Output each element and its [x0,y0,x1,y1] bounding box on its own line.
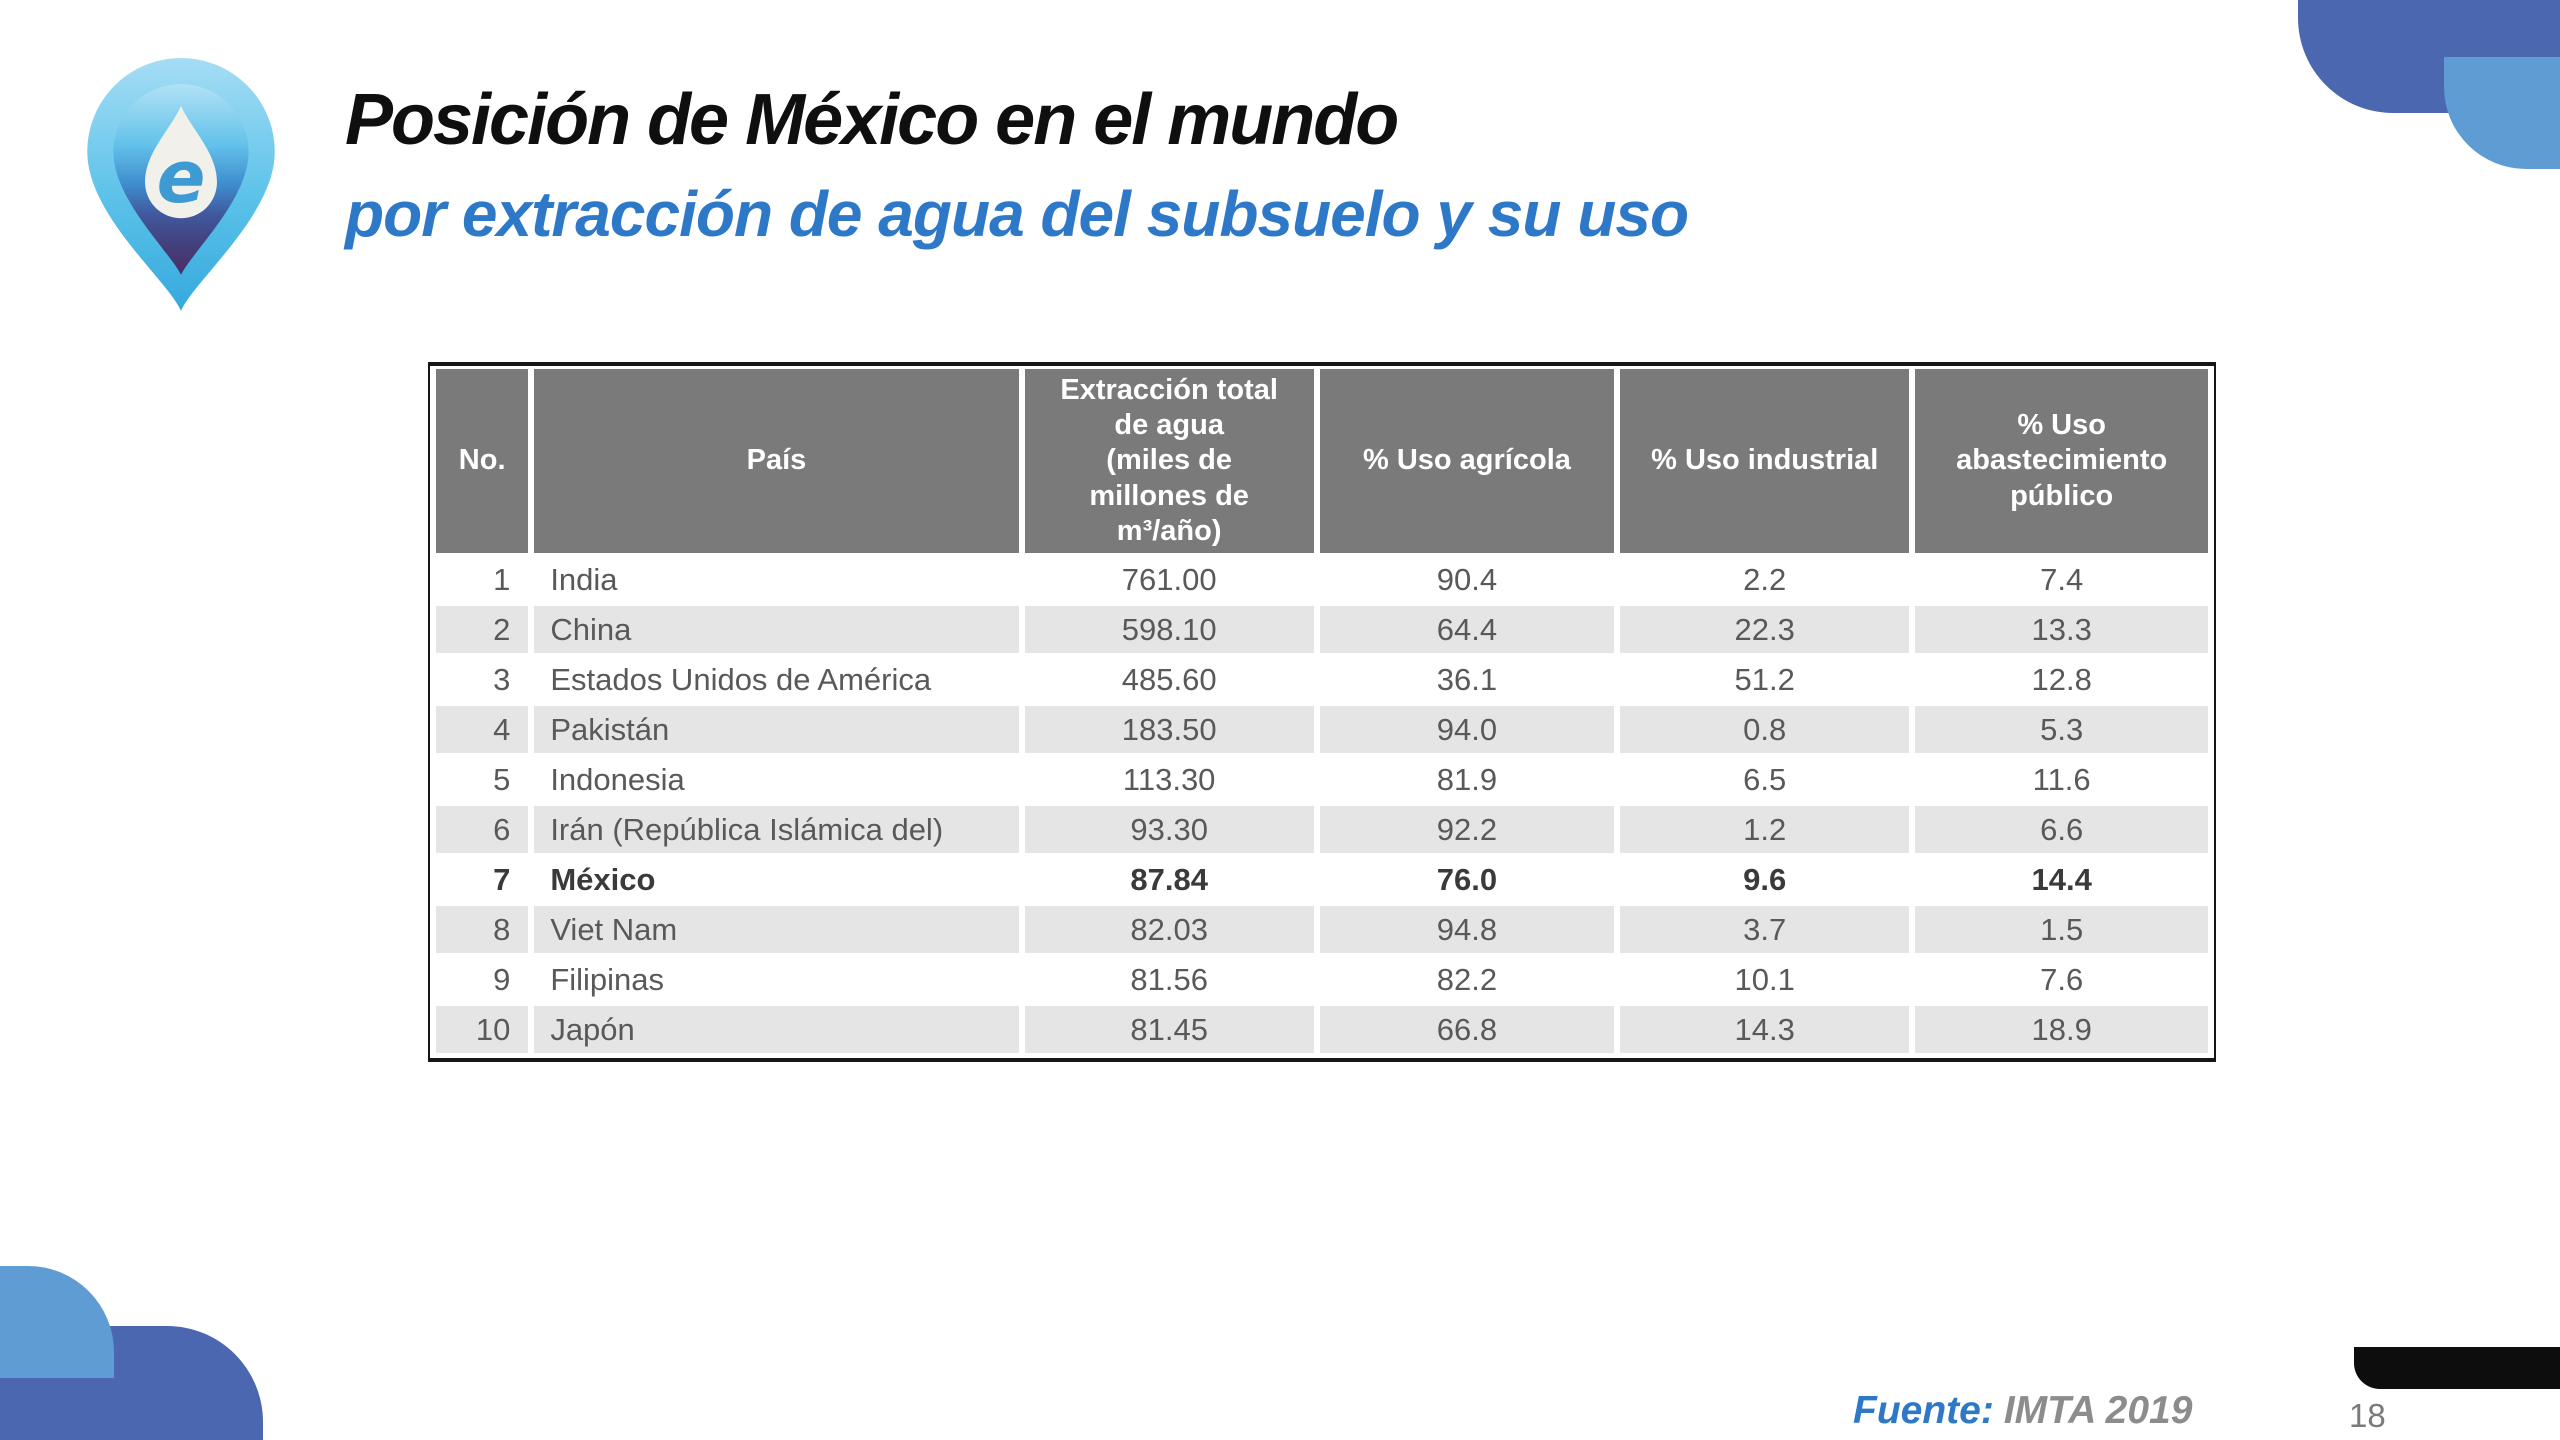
cell-pais: México [534,856,1019,903]
table-row: 8 Viet Nam 82.03 94.8 3.7 1.5 [436,906,2208,953]
cell-pais: India [534,556,1019,603]
table-row: 1 India 761.00 90.4 2.2 7.4 [436,556,2208,603]
cell-extraccion: 598.10 [1024,606,1314,653]
cell-publico: 1.5 [1915,906,2208,953]
cell-agricola: 64.4 [1319,606,1615,653]
table-row: 6 Irán (República Islámica del) 93.30 92.2 1… [436,806,2208,853]
cell-publico: 6.6 [1915,806,2208,853]
cell-no: 9 [436,956,529,1003]
cell-no: 1 [436,556,529,603]
column-header-pais: País [534,369,1019,553]
cell-industrial: 9.6 [1620,856,1910,903]
cell-industrial: 10.1 [1620,956,1910,1003]
cell-extraccion: 93.30 [1024,806,1314,853]
cell-no: 7 [436,856,529,903]
table-row: 4 Pakistán 183.50 94.0 0.8 5.3 [436,706,2208,753]
cell-pais: Indonesia [534,756,1019,803]
cell-agricola: 90.4 [1319,556,1615,603]
cell-no: 8 [436,906,529,953]
cell-industrial: 22.3 [1620,606,1910,653]
logo-letter: e [157,135,206,219]
cell-agricola: 36.1 [1319,656,1615,703]
groundwater-extraction-table: No. País Extracción total de agua (miles… [430,366,2214,1056]
source-note: Fuente: IMTA 2019 [1853,1389,2192,1433]
column-header-no: No. [436,369,529,553]
cell-industrial: 0.8 [1620,706,1910,753]
footer-accent-bar [2354,1347,2560,1389]
cell-extraccion: 113.30 [1024,756,1314,803]
cell-extraccion: 183.50 [1024,706,1314,753]
cell-industrial: 3.7 [1620,906,1910,953]
slide-title: Posición de México en el mundo [345,80,1399,160]
cell-publico: 12.8 [1915,656,2208,703]
cell-extraccion: 82.03 [1024,906,1314,953]
cell-extraccion: 81.56 [1024,956,1314,1003]
cell-pais: China [534,606,1019,653]
cell-no: 4 [436,706,529,753]
cell-industrial: 51.2 [1620,656,1910,703]
column-header-agricola: % Uso agrícola [1319,369,1615,553]
cell-publico: 7.6 [1915,956,2208,1003]
water-drop-pin-logo: e [72,50,290,320]
column-header-extraccion: Extracción total de agua (miles de millo… [1024,369,1314,553]
table-row: 5 Indonesia 113.30 81.9 6.5 11.6 [436,756,2208,803]
table-row-highlight-mexico: 7 México 87.84 76.0 9.6 14.4 [436,856,2208,903]
column-header-industrial: % Uso industrial [1620,369,1910,553]
cell-publico: 14.4 [1915,856,2208,903]
table-row: 2 China 598.10 64.4 22.3 13.3 [436,606,2208,653]
cell-pais: Estados Unidos de América [534,656,1019,703]
cell-pais: Viet Nam [534,906,1019,953]
cell-agricola: 82.2 [1319,956,1615,1003]
source-label: Fuente: [1853,1389,1994,1432]
data-table-frame: No. País Extracción total de agua (miles… [428,362,2216,1062]
cell-no: 5 [436,756,529,803]
slide-subtitle: por extracción de agua del subsuelo y su… [345,178,1689,250]
cell-no: 6 [436,806,529,853]
pin-logo-icon: e [87,58,275,311]
cell-industrial: 6.5 [1620,756,1910,803]
cell-publico: 11.6 [1915,756,2208,803]
cell-industrial: 2.2 [1620,556,1910,603]
table-header: No. País Extracción total de agua (miles… [436,369,2208,553]
corner-shape-bottom-left-light [0,1266,114,1378]
cell-agricola: 94.8 [1319,906,1615,953]
cell-publico: 13.3 [1915,606,2208,653]
cell-no: 3 [436,656,529,703]
cell-agricola: 76.0 [1319,856,1615,903]
cell-no: 10 [436,1006,529,1053]
column-header-publico: % Uso abastecimiento público [1915,369,2208,553]
table-header-row: No. País Extracción total de agua (miles… [436,369,2208,553]
corner-shape-top-right-light [2444,57,2560,169]
cell-extraccion: 485.60 [1024,656,1314,703]
table-row: 9 Filipinas 81.56 82.2 10.1 7.6 [436,956,2208,1003]
cell-extraccion: 87.84 [1024,856,1314,903]
cell-publico: 7.4 [1915,556,2208,603]
cell-pais: Filipinas [534,956,1019,1003]
cell-agricola: 94.0 [1319,706,1615,753]
table-body: 1 India 761.00 90.4 2.2 7.4 2 China 598.10 64.4 22… [436,556,2208,1053]
cell-industrial: 1.2 [1620,806,1910,853]
cell-extraccion: 81.45 [1024,1006,1314,1053]
table-row: 10 Japón 81.45 66.8 14.3 18.9 [436,1006,2208,1053]
cell-pais: Irán (República Islámica del) [534,806,1019,853]
cell-pais: Pakistán [534,706,1019,753]
cell-publico: 18.9 [1915,1006,2208,1053]
cell-pais: Japón [534,1006,1019,1053]
page-number: 18 [2349,1397,2386,1434]
cell-agricola: 81.9 [1319,756,1615,803]
table-row: 3 Estados Unidos de América 485.60 36.1 51.2… [436,656,2208,703]
cell-agricola: 92.2 [1319,806,1615,853]
cell-no: 2 [436,606,529,653]
source-value: IMTA 2019 [2003,1389,2193,1432]
cell-industrial: 14.3 [1620,1006,1910,1053]
cell-agricola: 66.8 [1319,1006,1615,1053]
cell-extraccion: 761.00 [1024,556,1314,603]
cell-publico: 5.3 [1915,706,2208,753]
